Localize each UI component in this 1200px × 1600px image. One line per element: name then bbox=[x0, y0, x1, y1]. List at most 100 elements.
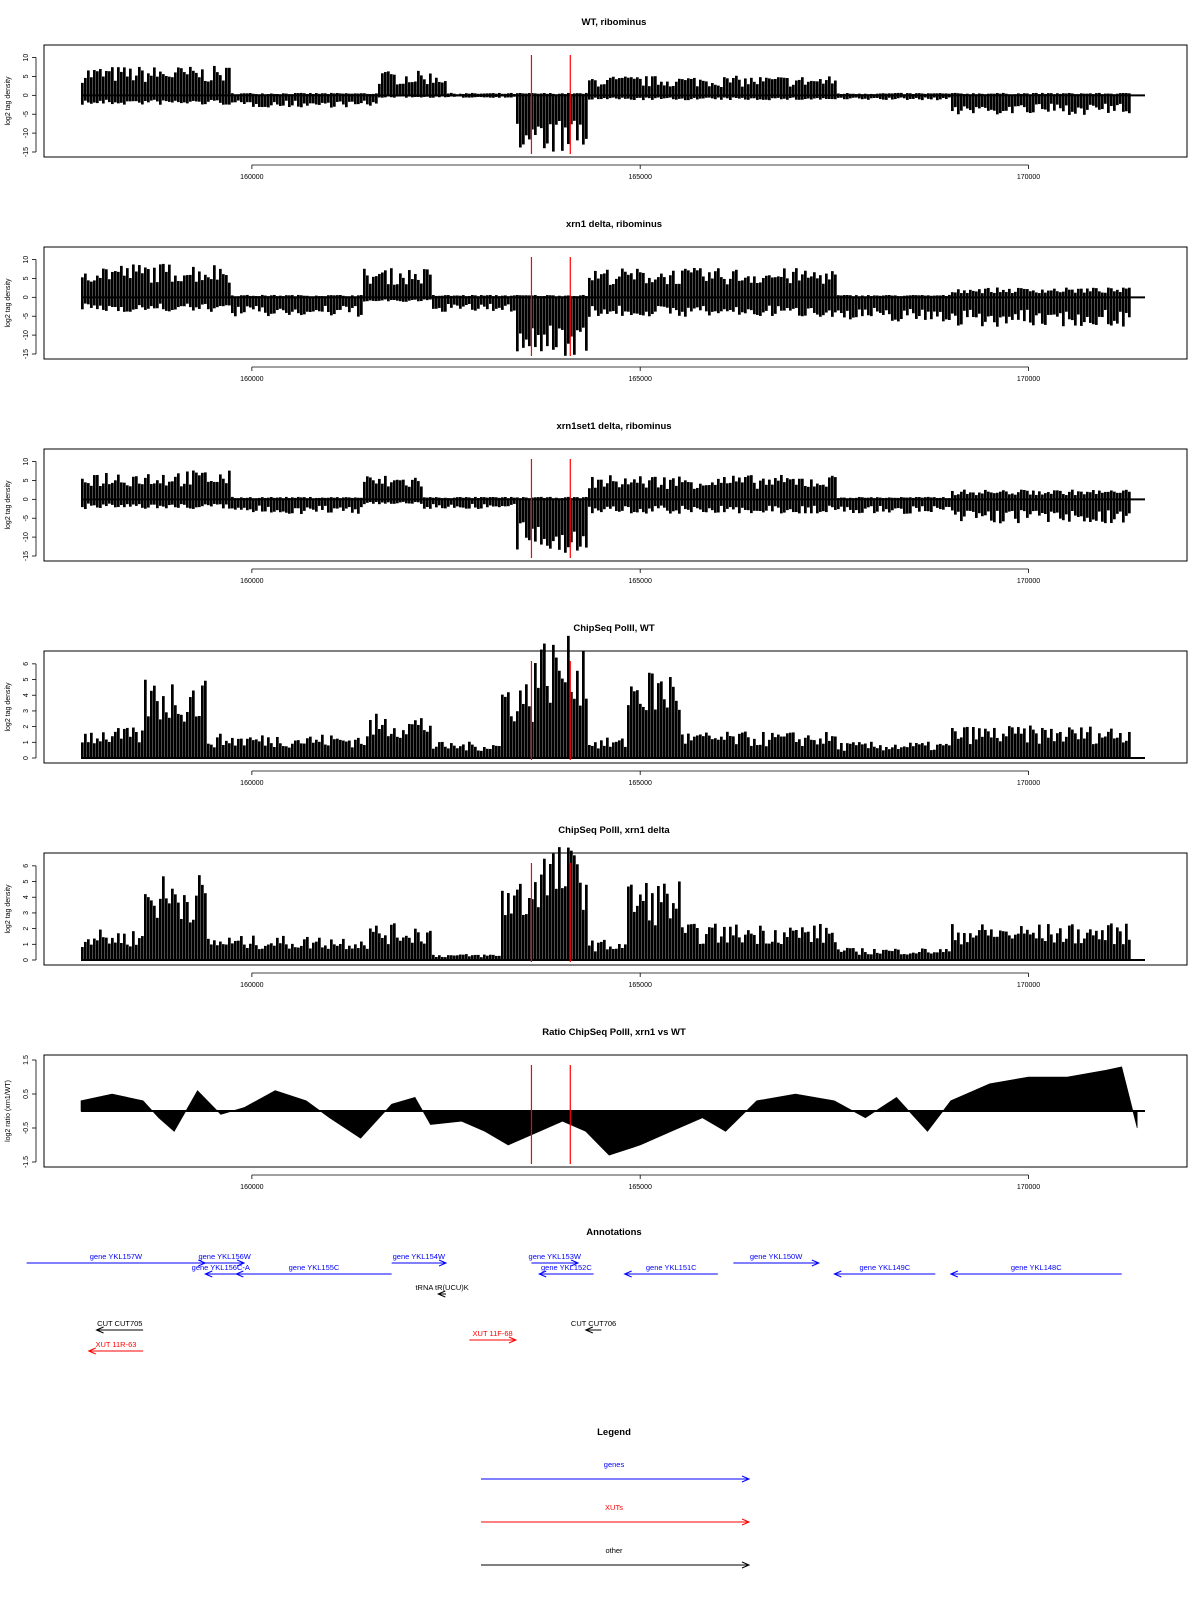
density-bar bbox=[810, 80, 813, 96]
density-bar bbox=[768, 297, 771, 306]
density-bar bbox=[129, 95, 132, 102]
density-bar bbox=[879, 499, 882, 506]
density-bar bbox=[849, 95, 852, 99]
density-bar bbox=[981, 493, 984, 500]
density-bar bbox=[786, 95, 789, 100]
density-bar bbox=[408, 297, 411, 301]
density-bar bbox=[159, 499, 162, 506]
density-bar bbox=[519, 297, 522, 334]
density-bar bbox=[1128, 93, 1131, 96]
y-tick-label: 10 bbox=[23, 54, 30, 62]
density-bar bbox=[303, 95, 306, 104]
density-bar bbox=[837, 949, 840, 960]
density-bar bbox=[894, 499, 897, 509]
density-bar bbox=[390, 924, 393, 960]
density-bar bbox=[957, 932, 960, 960]
annotation-label: gene YKL151C bbox=[646, 1263, 697, 1272]
density-bar bbox=[282, 499, 285, 512]
density-bar bbox=[1026, 499, 1029, 518]
density-bar bbox=[816, 499, 819, 514]
density-bar bbox=[417, 297, 420, 302]
density-bar bbox=[1089, 297, 1092, 323]
density-bar bbox=[639, 272, 642, 298]
density-bar bbox=[519, 499, 522, 524]
density-bar bbox=[912, 952, 915, 960]
density-bar bbox=[294, 93, 297, 96]
density-bar bbox=[1077, 929, 1080, 960]
density-bar bbox=[117, 933, 120, 960]
density-bar bbox=[429, 497, 432, 500]
density-bar bbox=[126, 268, 129, 298]
density-bar bbox=[1047, 297, 1050, 315]
density-bar bbox=[180, 918, 183, 960]
density-bar bbox=[423, 499, 426, 509]
density-bar bbox=[177, 281, 180, 298]
density-bar bbox=[615, 95, 618, 99]
density-bar bbox=[654, 297, 657, 312]
density-bar bbox=[435, 497, 438, 500]
density-bar bbox=[921, 297, 924, 310]
density-bar bbox=[996, 936, 999, 960]
density-bar bbox=[1011, 95, 1014, 114]
density-bar bbox=[816, 297, 819, 315]
density-bar bbox=[1035, 92, 1038, 96]
density-bar bbox=[276, 937, 279, 960]
density-bar bbox=[582, 909, 585, 960]
density-bar bbox=[1095, 93, 1098, 96]
density-bar bbox=[918, 95, 921, 100]
density-bar bbox=[843, 297, 846, 318]
density-bar bbox=[999, 95, 1002, 114]
density-bar bbox=[198, 297, 201, 309]
density-bar bbox=[1113, 95, 1116, 111]
density-bar bbox=[531, 499, 534, 529]
density-bar bbox=[363, 93, 366, 96]
density-bar bbox=[804, 499, 807, 514]
density-bar bbox=[894, 297, 897, 320]
density-bar bbox=[453, 499, 456, 508]
density-bar bbox=[141, 297, 144, 308]
annotations-title: Annotations bbox=[586, 1227, 641, 1238]
density-bar bbox=[402, 83, 405, 96]
density-bar bbox=[1029, 725, 1032, 758]
density-bar bbox=[96, 71, 99, 96]
density-bar bbox=[633, 297, 636, 314]
density-bar bbox=[594, 270, 597, 298]
density-bar bbox=[990, 492, 993, 500]
density-bar bbox=[1095, 499, 1098, 521]
density-bar bbox=[306, 95, 309, 106]
density-bar bbox=[642, 272, 645, 298]
density-bar bbox=[876, 748, 879, 758]
density-bar bbox=[120, 482, 123, 500]
density-bar bbox=[168, 499, 171, 506]
density-bar bbox=[462, 499, 465, 508]
density-bar bbox=[321, 297, 324, 312]
density-bar bbox=[675, 485, 678, 500]
density-bar bbox=[1104, 499, 1107, 524]
density-bar bbox=[438, 955, 441, 960]
density-bar bbox=[207, 81, 210, 96]
density-bar bbox=[708, 927, 711, 960]
y-tick-label: 0 bbox=[23, 295, 30, 299]
density-bar bbox=[405, 297, 408, 302]
density-bar bbox=[375, 925, 378, 960]
density-bar bbox=[156, 917, 159, 960]
density-bar bbox=[705, 732, 708, 758]
density-bar bbox=[525, 499, 528, 538]
density-bar bbox=[642, 483, 645, 500]
density-bar bbox=[351, 95, 354, 102]
density-bar bbox=[582, 95, 585, 145]
density-bar bbox=[1029, 499, 1032, 515]
density-bar bbox=[381, 724, 384, 758]
density-bar bbox=[303, 499, 306, 511]
density-bar bbox=[477, 297, 480, 309]
density-bar bbox=[792, 84, 795, 96]
density-bar bbox=[612, 95, 615, 98]
density-bar bbox=[291, 943, 294, 960]
density-bar bbox=[897, 95, 900, 99]
density-bar bbox=[909, 499, 912, 514]
density-bar bbox=[204, 95, 207, 105]
density-bar bbox=[378, 499, 381, 505]
density-bar bbox=[399, 297, 402, 302]
density-bar bbox=[474, 496, 477, 500]
density-bar bbox=[345, 95, 348, 108]
